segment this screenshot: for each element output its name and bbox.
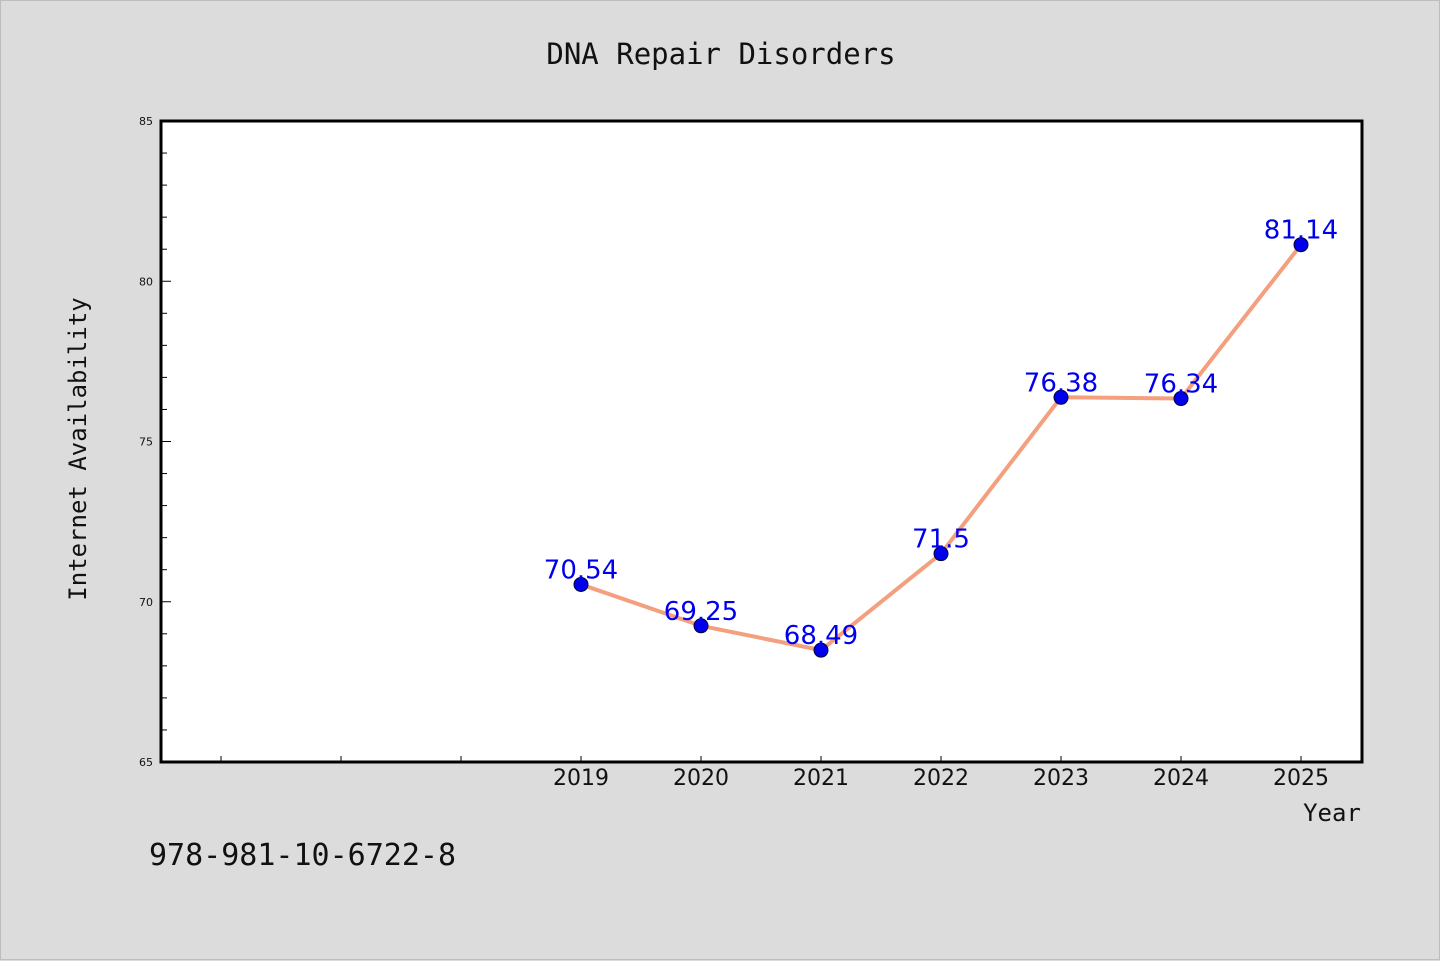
y-axis-label: Internet Availability — [64, 297, 92, 600]
x-tick-label: 2021 — [793, 766, 849, 791]
y-axis: 65 70 75 80 85 — [139, 115, 171, 769]
y-tick-label: 85 — [139, 115, 153, 128]
data-label: 71.5 — [912, 525, 970, 555]
data-label: 70.54 — [544, 555, 618, 585]
x-tick-label: 2019 — [553, 766, 609, 791]
data-label: 68.49 — [784, 621, 858, 651]
x-tick-label: 2023 — [1033, 766, 1089, 791]
data-point — [1053, 389, 1069, 405]
data-point — [573, 576, 589, 592]
x-axis: 2019 2020 2021 2022 2023 2024 2025 — [220, 756, 1329, 791]
y-tick-label: 80 — [139, 275, 153, 288]
data-label: 81.14 — [1264, 216, 1338, 246]
x-tick-label: 2022 — [913, 766, 969, 791]
data-label: 69.25 — [664, 597, 738, 627]
y-tick-label: 75 — [139, 436, 153, 449]
data-point — [933, 546, 949, 562]
data-point — [1293, 237, 1309, 253]
series-layer: 70.54 69.25 68.49 71.5 76.38 76.34 81.14 — [544, 216, 1338, 658]
data-point — [813, 642, 829, 658]
x-tick-label: 2020 — [673, 766, 729, 791]
x-tick-label: 2025 — [1273, 766, 1329, 791]
plot-area — [159, 119, 1364, 764]
y-tick-label: 70 — [139, 596, 153, 609]
x-tick-label: 2024 — [1153, 766, 1209, 791]
data-point — [1173, 391, 1189, 407]
isbn-footnote: 978-981-10-6722-8 — [149, 838, 456, 873]
data-label: 76.38 — [1024, 368, 1098, 398]
y-tick-label: 65 — [139, 756, 153, 769]
x-axis-label: Year — [1303, 799, 1361, 827]
data-point — [693, 618, 709, 634]
data-label: 76.34 — [1144, 370, 1218, 400]
chart-title: DNA Repair Disorders — [546, 37, 895, 71]
